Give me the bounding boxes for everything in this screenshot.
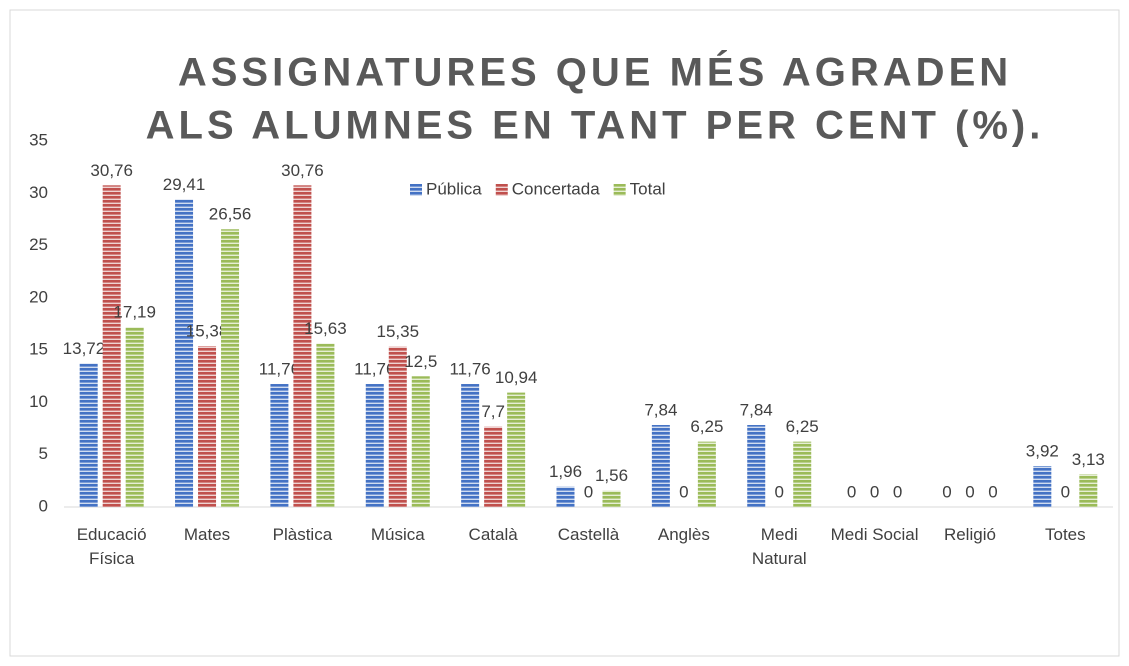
bar — [270, 384, 289, 507]
data-label: 11,76 — [449, 360, 490, 379]
x-tick-label: Anglès — [657, 525, 710, 544]
data-label: 0 — [893, 482, 902, 501]
bar — [793, 441, 812, 507]
bar — [388, 346, 407, 507]
data-label: 1,96 — [549, 462, 582, 481]
data-label: 26,56 — [209, 205, 252, 224]
data-label: 11,76 — [354, 360, 395, 379]
legend-label: Total — [630, 179, 666, 198]
bar — [461, 384, 480, 507]
bar — [747, 425, 766, 507]
data-label: 0 — [988, 482, 997, 501]
data-label: 15,63 — [304, 319, 347, 338]
data-label: 10,94 — [495, 368, 538, 387]
x-tick-label: Educació Física — [76, 525, 147, 568]
y-tick-label: 25 — [29, 235, 48, 254]
data-label: 6,25 — [690, 417, 723, 436]
data-label: 17,19 — [113, 303, 156, 322]
chart-title: ASSIGNATURES QUE MÉS AGRADEN — [178, 50, 1012, 95]
bar — [411, 376, 430, 507]
data-label: 0 — [774, 482, 783, 501]
data-label: 0 — [679, 482, 688, 501]
y-tick-label: 10 — [29, 392, 48, 411]
data-label: 11,76 — [259, 360, 300, 379]
data-label: 15,38 — [186, 322, 229, 341]
data-label: 7,84 — [740, 401, 773, 420]
x-tick-label: Medi Natural — [751, 525, 807, 568]
bar — [1033, 466, 1052, 507]
bar — [221, 229, 240, 507]
y-tick-label: 20 — [29, 287, 48, 306]
bar — [293, 185, 312, 507]
data-label: 0 — [965, 482, 974, 501]
data-label: 15,35 — [376, 322, 419, 341]
chart-title: ALS ALUMNES EN TANT PER CENT (%). — [146, 104, 1045, 148]
data-label: 30,76 — [90, 161, 133, 180]
data-label: 0 — [870, 482, 879, 501]
x-tick-label: Medi Social — [830, 525, 919, 544]
bar — [102, 185, 121, 507]
bar — [1079, 474, 1098, 507]
chart-border — [9, 9, 1120, 657]
legend-swatch — [410, 184, 422, 196]
data-label: 30,76 — [281, 161, 324, 180]
data-label: 0 — [942, 482, 951, 501]
bar — [125, 327, 144, 507]
data-label: 0 — [847, 482, 856, 501]
y-tick-label: 0 — [39, 496, 48, 515]
data-label: 29,41 — [163, 175, 206, 194]
data-label: 6,25 — [786, 417, 819, 436]
y-tick-label: 15 — [29, 340, 48, 359]
y-tick-label: 35 — [29, 130, 48, 149]
bar — [79, 363, 98, 507]
bar — [651, 425, 670, 507]
x-tick-label: Religió — [943, 525, 996, 544]
data-label: 13,725 — [63, 339, 115, 358]
bar — [198, 346, 217, 507]
data-label: 7,7 — [481, 402, 505, 421]
bar — [484, 426, 503, 507]
bar — [602, 490, 621, 507]
legend-label: Pública — [426, 179, 482, 198]
data-label: 1,56 — [595, 466, 628, 485]
bar — [697, 441, 716, 507]
data-label: 12,5 — [404, 352, 437, 371]
x-tick-label: Mates — [183, 525, 231, 544]
x-tick-label: Castellà — [557, 525, 620, 544]
y-tick-label: 30 — [29, 183, 48, 202]
data-label: 0 — [584, 482, 593, 501]
bar — [365, 384, 384, 507]
bar — [507, 392, 526, 507]
y-tick-label: 5 — [39, 444, 48, 463]
x-tick-label: Totes — [1044, 525, 1086, 544]
legend-swatch — [613, 184, 626, 196]
bar — [316, 343, 335, 507]
data-label: 7,84 — [644, 401, 677, 420]
x-tick-label: Català — [468, 525, 518, 544]
bar — [175, 199, 194, 507]
bar — [556, 486, 575, 507]
legend-swatch — [495, 184, 508, 196]
x-tick-label: Plàstica — [272, 525, 333, 544]
data-label: 3,13 — [1072, 450, 1105, 469]
data-label: 0 — [1061, 482, 1070, 501]
data-label: 3,92 — [1026, 441, 1059, 460]
legend-label: Concertada — [512, 179, 600, 198]
x-tick-label: Música — [370, 525, 425, 544]
